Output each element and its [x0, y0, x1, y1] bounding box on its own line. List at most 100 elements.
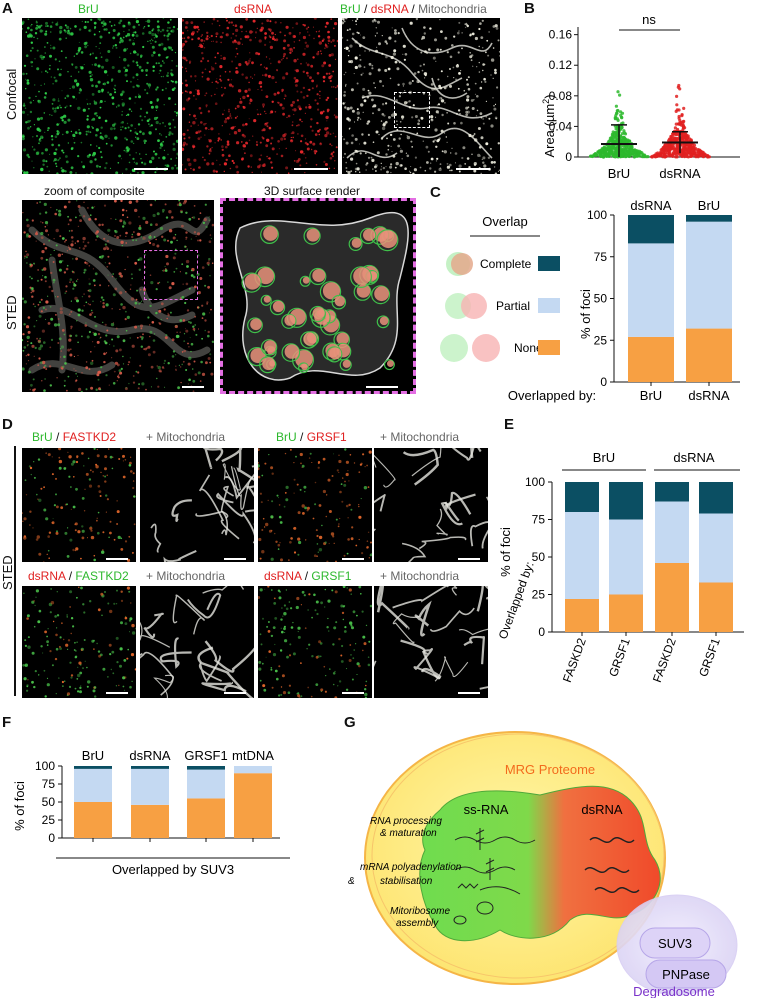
bar-segment-complete [565, 482, 599, 512]
degradosome-label: Degradosome [633, 984, 715, 998]
b-data-point [692, 150, 696, 154]
b-data-point [682, 147, 686, 151]
bar-segment-partial [686, 221, 732, 329]
f-category-label: GRSF1 [184, 748, 227, 763]
b-data-point [634, 154, 638, 158]
surface-render-image [220, 198, 416, 394]
render-region-box [144, 250, 198, 300]
e-group-bru: BrU [593, 450, 615, 465]
e-group-dsrna: dsRNA [673, 450, 715, 465]
b-data-point [622, 144, 626, 148]
b-data-point [609, 146, 613, 150]
bar-segment-complete [74, 766, 112, 769]
scale-bar [134, 168, 168, 170]
legend-complete-swatch [538, 256, 560, 271]
b-data-point [598, 153, 602, 157]
b-data-point [614, 104, 618, 108]
y-tick-label: 0.08 [549, 89, 573, 103]
legend-none-swatch [538, 340, 560, 355]
function-3a: Mitoribosome [390, 906, 450, 917]
b-data-point [686, 135, 690, 139]
d-image-7 [258, 586, 372, 698]
d-image-1 [22, 448, 136, 562]
suv3-label: SUV3 [658, 936, 692, 951]
d-caption-3: BrU / GRSF1 [276, 430, 347, 444]
c-top-label: dsRNA [630, 198, 672, 213]
b-data-point [619, 135, 623, 139]
f-category-label: BrU [82, 748, 104, 763]
b-data-point [615, 130, 619, 134]
confocal-composite-image [342, 18, 500, 174]
b-data-point [619, 110, 623, 114]
b-data-point [690, 154, 694, 158]
e-category-label: FASKD2 [650, 636, 679, 684]
zoom-composite-label: zoom of composite [44, 184, 145, 198]
b-data-point [616, 108, 620, 113]
b-data-point [619, 127, 623, 131]
chart-f: 0 25 50 75 100 BrU dsRNA GRSF1 mtDNA % of foci O… [12, 748, 290, 877]
b-data-point [661, 155, 665, 159]
d-caption-1: BrU / FASTKD2 [32, 430, 117, 444]
b-data-point [659, 150, 663, 154]
bar-segment-complete [699, 482, 733, 514]
b-data-point [657, 153, 661, 158]
panel-label-e: E [504, 416, 515, 433]
b-data-point [673, 147, 677, 151]
d-caption-2: + Mitochondria [146, 430, 226, 444]
b-data-point [688, 151, 692, 155]
surface-render-label: 3D surface render [264, 184, 361, 198]
b-data-point [669, 142, 673, 146]
bar-segment-partial [655, 501, 689, 563]
b-data-point [614, 139, 618, 143]
bar-segment-none [234, 773, 272, 838]
b-data-point [701, 154, 705, 158]
b-data-point [694, 154, 698, 158]
panel-label-g: G [344, 714, 356, 731]
bar-segment-complete [655, 482, 689, 502]
b-data-point [661, 151, 665, 155]
d-row-rule [14, 446, 16, 696]
bar-segment-none [187, 798, 225, 838]
b-data-point [602, 153, 606, 157]
b-data-point [680, 154, 685, 158]
f-category-label: mtDNA [232, 748, 274, 763]
row-label-confocal: Confocal [4, 68, 19, 120]
bar-segment-none [74, 802, 112, 838]
b-data-point [640, 151, 644, 155]
b-data-point [681, 136, 685, 141]
b-data-point [601, 147, 605, 151]
b-data-point [588, 154, 593, 158]
b-data-point [671, 154, 675, 158]
y-tick-label: 0 [538, 625, 545, 639]
f-category-label: dsRNA [129, 748, 171, 763]
c-category-label: BrU [640, 388, 662, 403]
b-data-point [682, 106, 686, 110]
y-tick-label: 100 [525, 475, 545, 489]
panel-label-d: D [2, 416, 13, 433]
dsrna-label: dsRNA [581, 802, 623, 817]
b-data-point [624, 145, 629, 149]
b-data-point [650, 155, 654, 159]
bar-segment-none [131, 804, 169, 838]
bar-segment-partial [187, 769, 225, 799]
y-tick-label: 0.12 [549, 58, 573, 72]
d-caption-8: + Mitochondria [380, 569, 460, 583]
b-data-point [682, 119, 686, 123]
function-2a: mRNA polyadenylation [360, 862, 462, 873]
b-data-point [618, 93, 622, 97]
mrg-proteome-title: MRG Proteome [505, 762, 595, 777]
e-ylabel: % of foci [498, 527, 513, 577]
function-2amp: & [348, 876, 355, 887]
title-bru: BrU [78, 2, 99, 16]
chart-b: 0 0.04 0.08 0.12 0.16 BrU dsRNA Area (µm2) ns [541, 12, 740, 181]
y-tick-label: 50 [594, 292, 608, 306]
pnpase-pill [645, 959, 727, 989]
b-data-point [689, 138, 693, 142]
b-data-point [613, 117, 617, 121]
b-data-point [604, 149, 608, 153]
d-image-3 [258, 448, 372, 562]
b-data-point [615, 111, 619, 115]
function-3b: assembly [396, 918, 439, 929]
y-tick-label: 50 [42, 795, 56, 809]
scale-bar [342, 558, 364, 560]
